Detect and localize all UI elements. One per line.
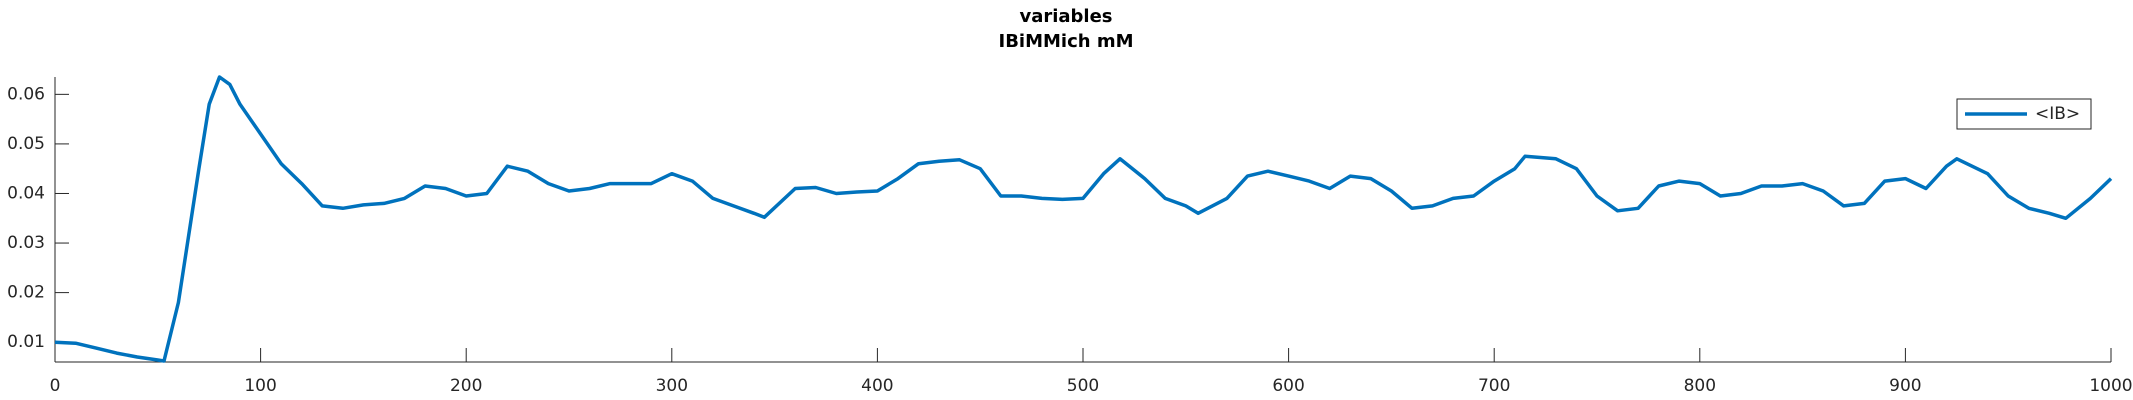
y-tick-label: 0.06 bbox=[7, 84, 45, 104]
y-tick-label: 0.04 bbox=[7, 183, 45, 203]
x-tick-label: 200 bbox=[450, 376, 482, 396]
y-tick-label: 0.05 bbox=[7, 134, 45, 154]
x-tick-label: 500 bbox=[1067, 376, 1099, 396]
legend-label: <IB> bbox=[2035, 104, 2080, 124]
data-line bbox=[54, 75, 2113, 363]
x-tick-label: 300 bbox=[656, 376, 688, 396]
chart-subtitle: IBiMMich mM bbox=[999, 31, 1134, 52]
y-tick-label: 0.01 bbox=[7, 332, 45, 352]
x-tick-label: 100 bbox=[244, 376, 276, 396]
x-tick-label: 600 bbox=[1272, 376, 1304, 396]
y-tick-label: 0.02 bbox=[7, 283, 45, 303]
x-tick-label: 0 bbox=[50, 376, 61, 396]
x-tick-label: 400 bbox=[861, 376, 893, 396]
y-tick-label: 0.03 bbox=[7, 233, 45, 253]
x-tick-label: 900 bbox=[1889, 376, 1921, 396]
x-tick-label: 1000 bbox=[2089, 376, 2132, 396]
chart-title: variables bbox=[1019, 6, 1112, 27]
x-tick-label: 700 bbox=[1478, 376, 1510, 396]
x-tick-label: 800 bbox=[1684, 376, 1716, 396]
